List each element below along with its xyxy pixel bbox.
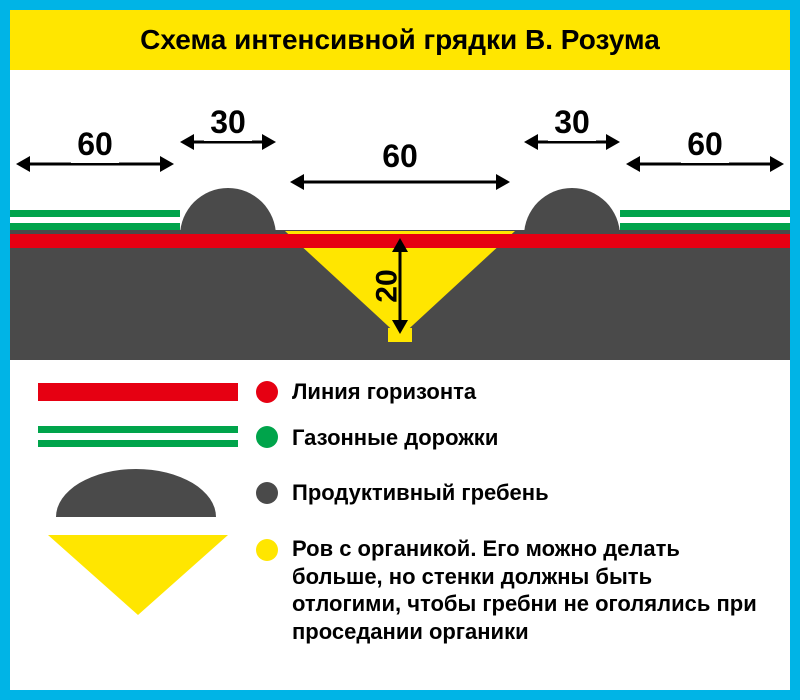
dim-value: 30	[548, 104, 596, 141]
trench-swatch	[38, 535, 238, 615]
dimension-row: 60 30 60 30 60	[10, 130, 790, 180]
lawn-strip-left	[10, 210, 180, 232]
legend-label: Продуктивный гребень	[292, 479, 549, 507]
ridge-swatch	[38, 469, 238, 517]
cross-section-diagram: 60 30 60 30 60	[10, 70, 790, 360]
dim-value: 60	[376, 138, 424, 175]
lawn-strip-right	[620, 210, 790, 232]
legend-label: Ров с органикой. Его можно делать больше…	[292, 535, 762, 645]
productive-ridge-left	[180, 188, 276, 236]
dot-icon	[256, 539, 278, 561]
dot-icon	[256, 426, 278, 448]
productive-ridge-right	[524, 188, 620, 236]
dim-value: 60	[71, 126, 119, 163]
dot-icon	[256, 482, 278, 504]
diagram-frame: Схема интенсивной грядки В. Розума 60 30…	[0, 0, 800, 700]
page-title: Схема интенсивной грядки В. Розума	[10, 10, 790, 70]
legend-item-lawn: Газонные дорожки	[38, 424, 762, 452]
legend-item-trench: Ров с органикой. Его можно делать больше…	[38, 535, 762, 645]
legend-item-horizon: Линия горизонта	[38, 378, 762, 406]
horizon-swatch	[38, 383, 238, 401]
dim-value: 30	[204, 104, 252, 141]
depth-dimension: 20	[383, 238, 417, 334]
legend-item-ridge: Продуктивный гребень	[38, 469, 762, 517]
dim-value: 60	[681, 126, 729, 163]
dot-icon	[256, 381, 278, 403]
legend: Линия горизонта Газонные дорожки Продукт…	[10, 360, 790, 673]
lawn-swatch	[38, 426, 238, 448]
legend-label: Газонные дорожки	[292, 424, 498, 452]
dim-value: 20	[371, 269, 405, 302]
legend-label: Линия горизонта	[292, 378, 476, 406]
